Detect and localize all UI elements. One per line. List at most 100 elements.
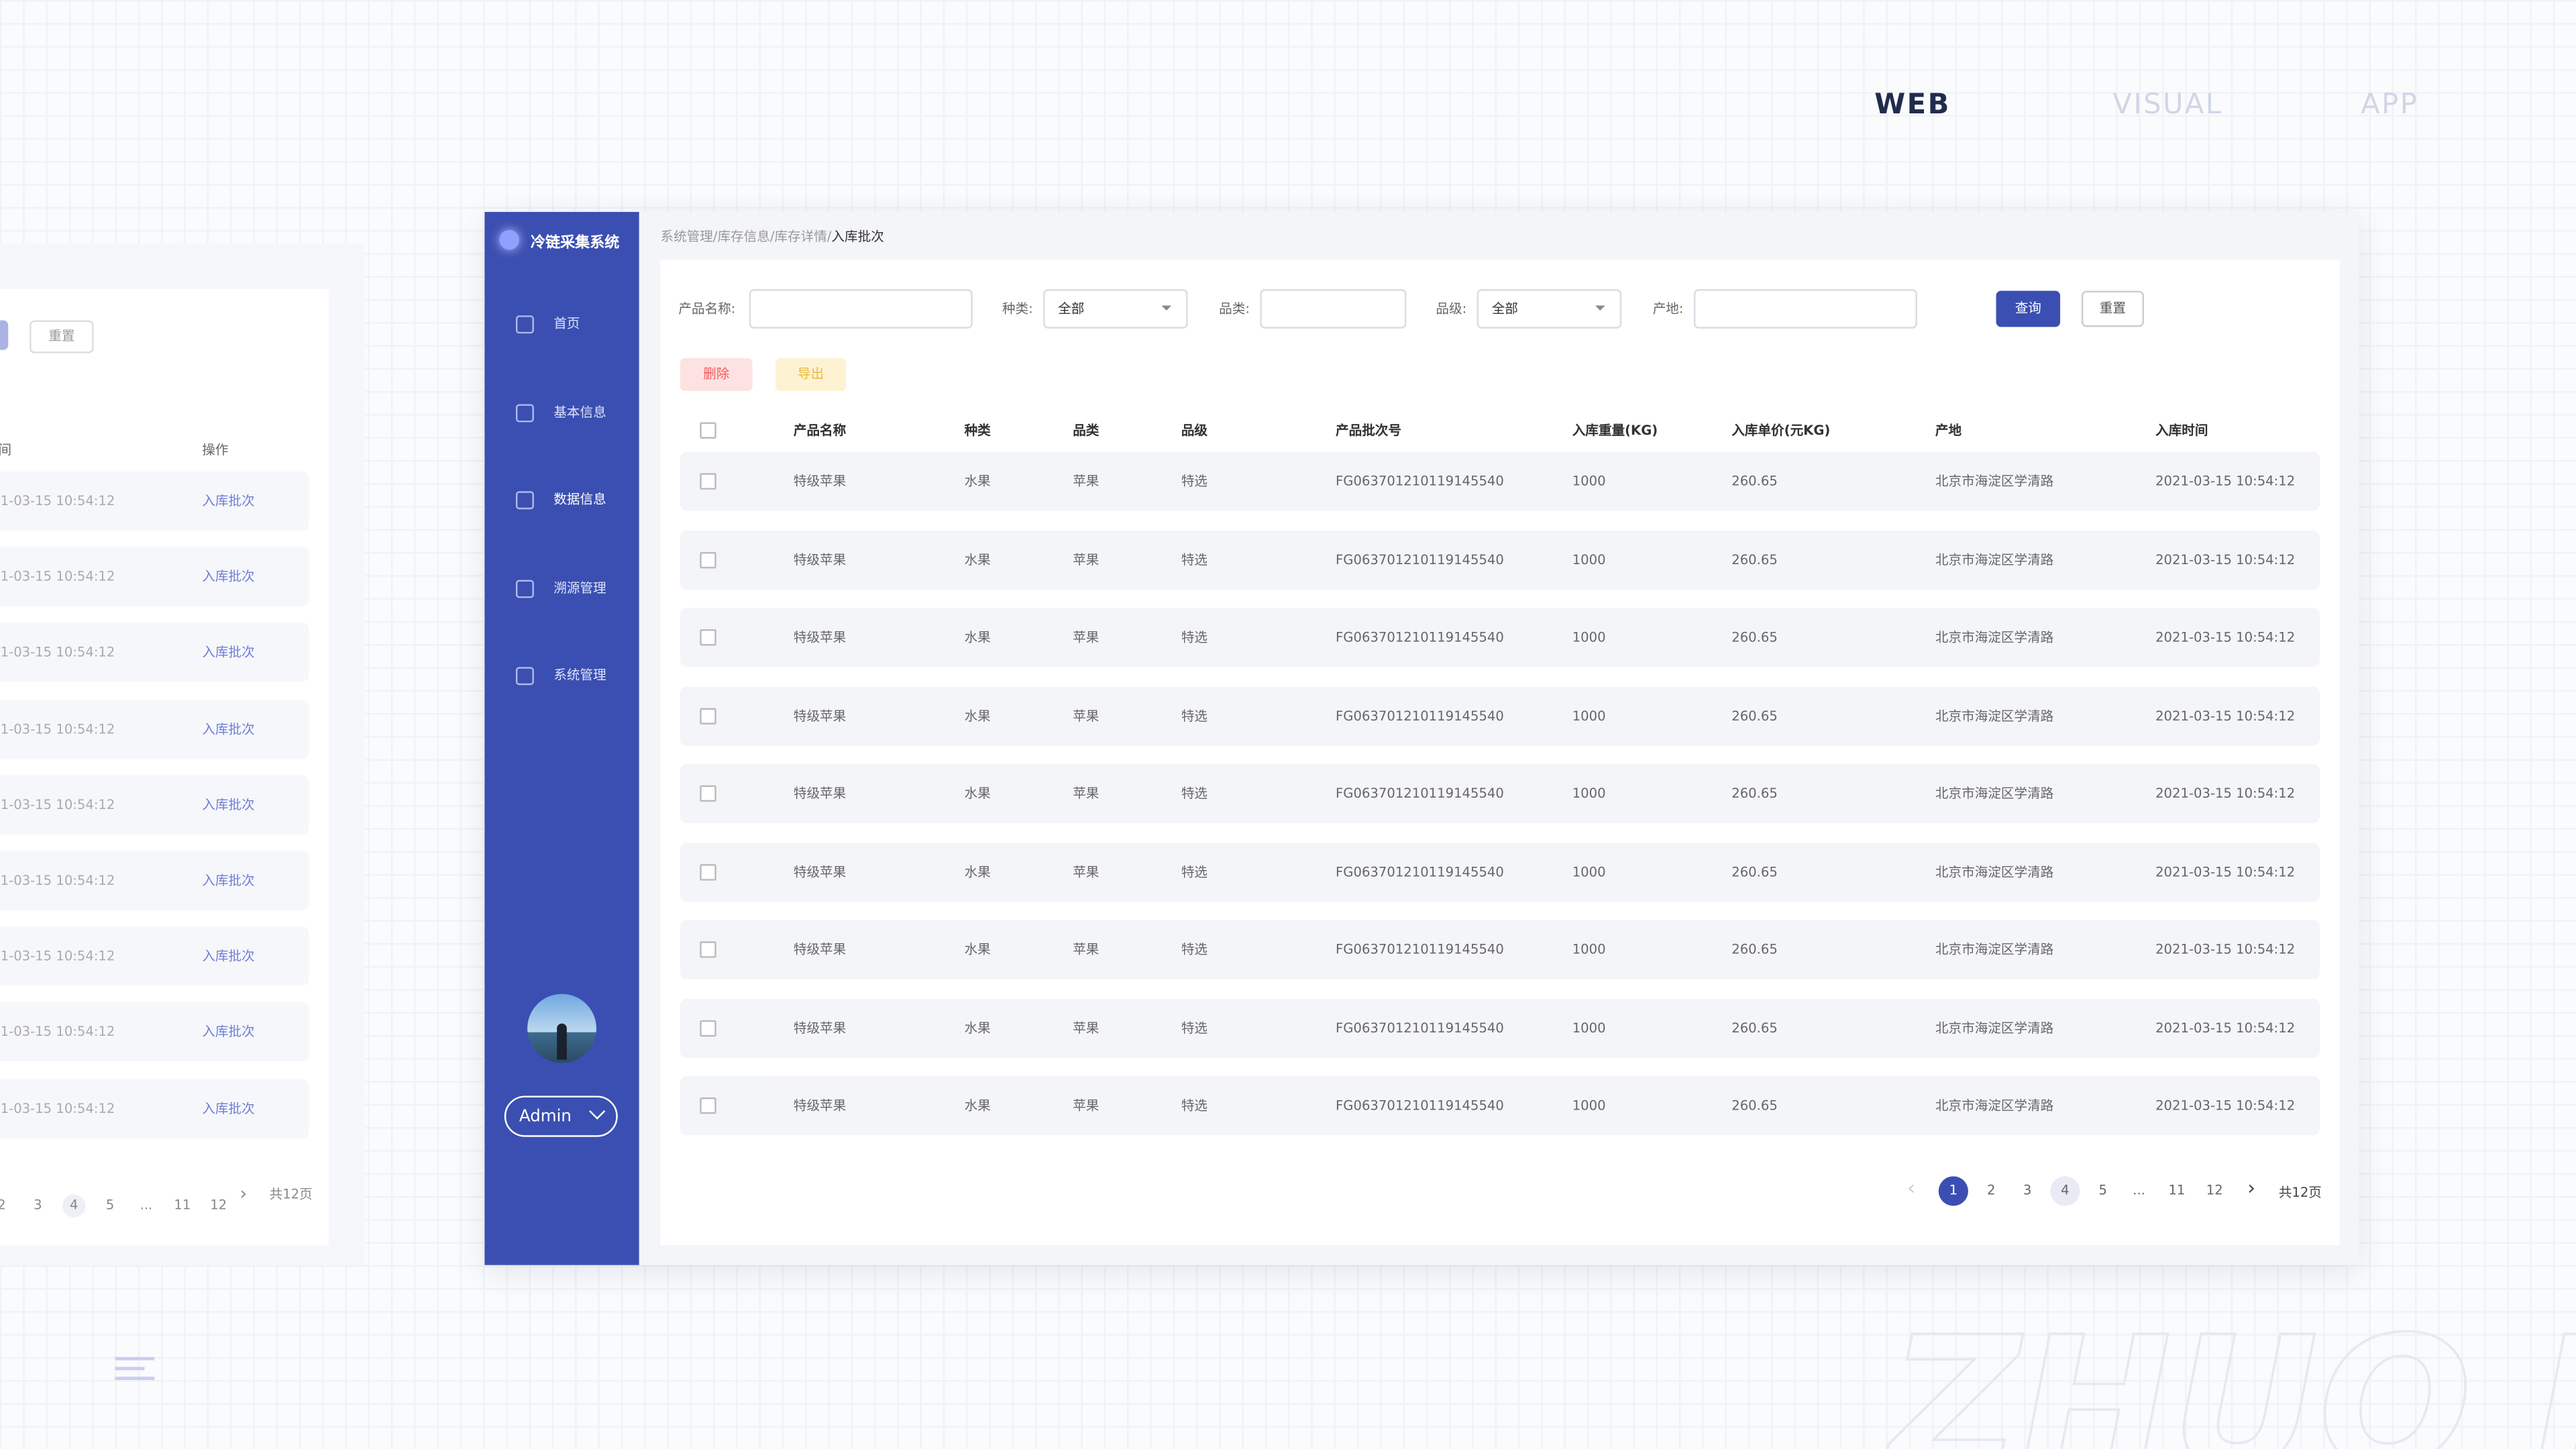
cell: 特级苹果	[793, 1020, 847, 1035]
ghost-next[interactable]: ›	[239, 1183, 248, 1205]
table-row: 特级苹果 水果 苹果 特选 FG063701210119145540 1000 260.65…	[680, 842, 2320, 902]
query-button[interactable]: 查询	[1996, 290, 2061, 327]
cell: 260.65	[1731, 864, 1778, 879]
nav-tab[interactable]: WEB	[1874, 89, 1951, 122]
text-input[interactable]	[1260, 289, 1407, 329]
checkbox[interactable]	[700, 1097, 716, 1114]
ghost-panel: 重置入库时间操作2021-03-15 10:54:12入库批次2021-03-1…	[0, 243, 365, 1265]
nav-tab[interactable]: APP	[2361, 89, 2419, 122]
prev-page[interactable]: ‹	[1907, 1176, 1916, 1199]
cell: 特选	[1181, 551, 1208, 567]
page-number[interactable]: 2	[1986, 1183, 1996, 1198]
ghost-action[interactable]: 入库批次	[202, 570, 255, 585]
nav-tab[interactable]: VISUAL	[2112, 89, 2223, 122]
page-number[interactable]: 4	[2050, 1176, 2080, 1206]
ghost-time: 2021-03-15 10:54:12	[0, 493, 115, 508]
ghost-page[interactable]: 3	[34, 1197, 42, 1213]
checkbox[interactable]	[700, 863, 716, 880]
checkbox[interactable]	[700, 473, 716, 490]
ghost-row: 2021-03-15 10:54:12 入库批次	[0, 547, 309, 607]
checkbox[interactable]	[700, 941, 716, 958]
ghost-action[interactable]: 入库批次	[202, 1024, 255, 1040]
filter-label: 种类:	[1002, 301, 1033, 317]
text-input[interactable]	[1693, 289, 1917, 329]
menu-icon	[515, 315, 534, 334]
page-number[interactable]: 11	[2168, 1183, 2186, 1198]
menu-item[interactable]: 溯源管理	[553, 580, 606, 596]
cell: 苹果	[1073, 630, 1099, 645]
ghost-button[interactable]: 重置	[30, 320, 94, 354]
cell: 1000	[1572, 1098, 1606, 1114]
ghost-action[interactable]: 入库批次	[202, 721, 255, 737]
cell: 1000	[1572, 551, 1606, 567]
select-value: 全部	[1058, 301, 1085, 317]
page-number[interactable]: 5	[2098, 1183, 2107, 1198]
cell: 1000	[1572, 942, 1606, 957]
column-header: 入库时间	[2155, 423, 2208, 438]
checkbox[interactable]	[700, 707, 716, 724]
page-number[interactable]: 1	[1938, 1176, 1968, 1206]
select[interactable]: 全部	[1477, 289, 1622, 329]
breadcrumb-current: 入库批次	[831, 229, 884, 244]
delete-button[interactable]: 删除	[680, 358, 753, 391]
cell: 水果	[964, 551, 991, 567]
cell: FG063701210119145540	[1336, 708, 1504, 723]
watermark: ZHUO IIE	[1888, 1297, 2576, 1449]
menu-item[interactable]: 首页	[553, 316, 580, 331]
filter-label: 产地:	[1652, 301, 1684, 317]
ghost-action[interactable]: 入库批次	[202, 493, 255, 508]
reset-button[interactable]: 重置	[2081, 290, 2144, 327]
menu-item[interactable]: 基本信息	[553, 405, 606, 420]
page-number[interactable]: 12	[2206, 1183, 2223, 1198]
ghost-action[interactable]: 入库批次	[202, 1101, 255, 1116]
cell: FG063701210119145540	[1336, 474, 1504, 489]
ghost-action[interactable]: 入库批次	[202, 949, 255, 964]
ghost-time: 2021-03-15 10:54:12	[0, 1101, 115, 1116]
ghost-page[interactable]: 2	[0, 1194, 13, 1217]
cell: 260.65	[1731, 630, 1778, 645]
text-input[interactable]	[749, 289, 973, 329]
menu-item[interactable]: 系统管理	[553, 667, 606, 683]
column-header: 产品批次号	[1336, 423, 1401, 438]
filter-label: 品级:	[1436, 301, 1467, 317]
table-row: 特级苹果 水果 苹果 特选 FG063701210119145540 1000 260.65…	[680, 1076, 2320, 1136]
ghost-page[interactable]: 4	[62, 1194, 86, 1218]
ghost-row: 2021-03-15 10:54:12 入库批次	[0, 775, 309, 835]
ghost-page[interactable]: 12	[210, 1197, 227, 1213]
cell: 特选	[1181, 1098, 1208, 1114]
cell: 水果	[964, 474, 991, 489]
ghost-action[interactable]: 入库批次	[202, 873, 255, 888]
cell: 260.65	[1731, 942, 1778, 957]
cell: 水果	[964, 708, 991, 723]
window: 冷链采集系统 首页 基本信息 数据信息 溯源管理 系统管理 Admin 系统管理/库存信息/库…	[484, 211, 2359, 1265]
cell: 特级苹果	[793, 474, 847, 489]
checkbox[interactable]	[700, 629, 716, 646]
cell: 苹果	[1073, 474, 1099, 489]
avatar-figure	[557, 1023, 567, 1060]
cell: 260.65	[1731, 474, 1778, 489]
ghost-action[interactable]: 入库批次	[202, 645, 255, 661]
checkbox[interactable]	[700, 422, 716, 439]
checkbox[interactable]	[700, 785, 716, 802]
page-number[interactable]: ...	[2133, 1183, 2145, 1198]
breadcrumb-path[interactable]: 系统管理/库存信息/库存详情/	[660, 229, 832, 244]
user-button[interactable]: Admin	[504, 1095, 618, 1137]
cell: 1000	[1572, 786, 1606, 801]
checkbox[interactable]	[700, 1019, 716, 1036]
ghost-page[interactable]: ...	[140, 1197, 153, 1213]
page-number[interactable]: 3	[2023, 1183, 2032, 1198]
cell: 苹果	[1073, 551, 1099, 567]
next-page[interactable]: ›	[2247, 1176, 2256, 1199]
select-value: 全部	[1491, 301, 1518, 317]
menu-item[interactable]: 数据信息	[553, 492, 606, 507]
cell: 北京市海淀区学清路	[1935, 1098, 2054, 1114]
ghost-header: 操作	[202, 443, 229, 458]
ghost-row: 2021-03-15 10:54:12 入库批次	[0, 471, 309, 531]
select[interactable]: 全部	[1043, 289, 1188, 329]
export-button[interactable]: 导出	[775, 358, 847, 391]
ghost-page[interactable]: 11	[174, 1197, 191, 1213]
table-row: 特级苹果 水果 苹果 特选 FG063701210119145540 1000 260.65…	[680, 763, 2320, 823]
ghost-page[interactable]: 5	[105, 1197, 115, 1213]
checkbox[interactable]	[700, 551, 716, 568]
ghost-action[interactable]: 入库批次	[202, 797, 255, 812]
